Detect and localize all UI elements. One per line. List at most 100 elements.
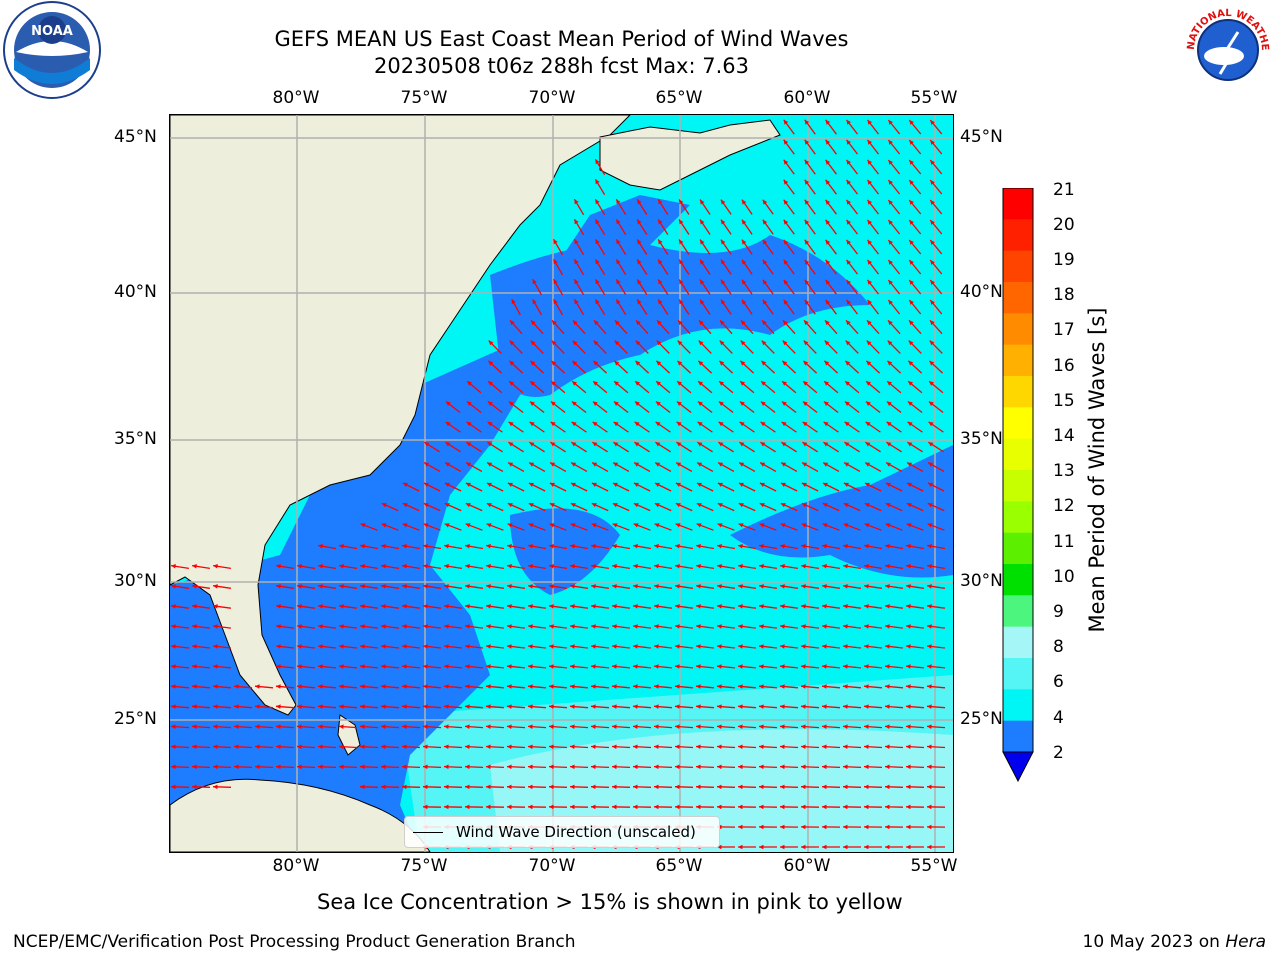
wind-wave-arrowhead <box>864 564 869 569</box>
wind-wave-arrowhead <box>633 804 638 810</box>
lat-label-right-25n: 25°N <box>960 709 1003 729</box>
legend-line-swatch <box>413 832 443 833</box>
wind-wave-arrowhead <box>823 462 829 467</box>
wind-wave-arrowhead <box>927 784 932 790</box>
wind-wave-arrowhead <box>507 564 512 569</box>
colorbar-segment <box>1003 532 1033 565</box>
wind-wave-arrowhead <box>486 564 491 569</box>
wind-wave-arrowhead <box>571 442 577 447</box>
wind-wave-arrowhead <box>633 604 638 609</box>
wind-wave-arrowhead <box>783 219 789 225</box>
wind-wave-arrowhead <box>549 764 554 770</box>
wind-wave-arrowhead <box>255 684 260 689</box>
wind-wave-arrowhead <box>780 584 785 589</box>
wind-wave-arrowhead <box>591 664 596 669</box>
wind-wave-arrowhead <box>697 442 703 447</box>
lon-label-bottom-60w: 60°W <box>783 856 831 876</box>
wind-wave-arrowhead <box>591 564 596 569</box>
wind-wave-arrowhead <box>802 401 808 406</box>
wind-wave-arrowhead <box>825 159 831 165</box>
wind-wave-arrowhead <box>444 584 449 589</box>
wind-wave-arrowhead <box>297 764 302 770</box>
wind-wave-arrowhead <box>402 764 407 770</box>
wind-wave-arrowhead <box>507 644 512 649</box>
wind-wave-arrowhead <box>571 401 577 406</box>
wind-wave-arrowhead <box>678 320 683 326</box>
wind-wave-arrowhead <box>740 340 746 346</box>
wind-wave-arrowhead <box>867 320 872 326</box>
wave-zone-2-4-mid <box>510 508 620 595</box>
wind-wave-arrowhead <box>614 381 619 386</box>
wind-wave-arrowhead <box>633 503 639 508</box>
colorbar-segment <box>1003 501 1033 534</box>
wind-wave-arrowhead <box>718 421 724 427</box>
colorbar-segment <box>1003 658 1033 690</box>
wind-wave-arrowhead <box>780 704 785 709</box>
wind-wave-arrowhead <box>276 604 281 609</box>
wind-wave-arrowhead <box>909 120 914 125</box>
wind-wave-arrowhead <box>675 684 680 689</box>
wind-wave-arrowhead <box>530 360 536 366</box>
wind-wave-arrowhead <box>192 604 197 609</box>
wind-wave-arrowhead <box>360 784 365 790</box>
wind-wave-arrowhead <box>255 744 260 749</box>
wind-wave-arrowhead <box>822 523 828 528</box>
wind-wave-arrowhead <box>865 401 871 406</box>
wind-wave-arrowhead <box>591 704 596 709</box>
wind-wave-arrowhead <box>740 360 746 366</box>
wind-wave-arrowhead <box>549 664 554 669</box>
wind-wave-arrowhead <box>591 482 597 487</box>
wind-wave-arrowhead <box>717 604 722 609</box>
wind-wave-arrowhead <box>591 584 596 589</box>
wind-wave-arrowhead <box>487 421 493 427</box>
wind-wave-arrowhead <box>529 442 535 447</box>
wind-wave-arrowhead <box>633 784 638 790</box>
wind-wave-arrowhead <box>633 684 638 689</box>
wind-wave-arrowhead <box>637 279 642 285</box>
wind-wave-arrowhead <box>549 544 554 549</box>
wind-wave-arrowhead <box>906 604 911 609</box>
wind-wave-arrowhead <box>486 744 491 749</box>
wind-wave-arrowhead <box>864 724 869 729</box>
lon-label-top-80w: 80°W <box>272 88 320 108</box>
wind-wave-arrowhead <box>844 401 850 406</box>
wind-wave-arrowhead <box>843 544 848 549</box>
wind-wave-arrowhead <box>759 584 764 589</box>
wind-wave-arrowhead <box>700 219 705 225</box>
wind-wave-arrowhead <box>465 564 470 569</box>
wind-wave-arrowhead <box>696 744 701 749</box>
wind-wave-arrowhead <box>465 624 470 629</box>
wind-wave-arrowhead <box>927 684 932 689</box>
wind-wave-arrowhead <box>549 784 554 790</box>
wind-wave-arrowhead <box>465 523 471 528</box>
wind-wave-arrowhead <box>658 279 663 285</box>
wind-wave-arrowhead <box>213 744 218 749</box>
wind-wave-arrowhead <box>655 442 661 447</box>
wind-wave-arrowhead <box>402 624 407 629</box>
colorbar-tick-21: 21 <box>1053 180 1075 200</box>
wind-wave-arrowhead <box>759 664 764 669</box>
wind-wave-arrowhead <box>612 604 617 609</box>
wind-wave-arrowhead <box>843 784 848 790</box>
wind-wave-arrowhead <box>885 584 890 589</box>
colorbar-under-triangle <box>1002 751 1034 783</box>
wind-wave-arrowhead <box>717 684 722 689</box>
wind-wave-arrowhead <box>822 564 827 569</box>
wind-wave-arrowhead <box>381 664 386 669</box>
wind-wave-arrowhead <box>676 421 682 427</box>
wind-wave-arrowhead <box>696 684 701 689</box>
wind-wave-arrowhead <box>696 664 701 669</box>
wind-wave-arrowhead <box>906 824 911 830</box>
wind-wave-arrowhead <box>864 804 869 810</box>
wind-wave-arrowhead <box>655 401 661 406</box>
wind-wave-arrowhead <box>656 360 662 366</box>
wind-wave-arrowhead <box>679 199 684 205</box>
wind-wave-arrowhead <box>759 704 764 709</box>
wind-wave-arrowhead <box>192 564 197 569</box>
wind-wave-arrowhead <box>801 584 806 589</box>
wind-wave-arrowhead <box>780 644 785 649</box>
wind-wave-arrowhead <box>423 584 428 589</box>
wind-wave-arrowhead <box>804 159 810 165</box>
wind-wave-arrowhead <box>595 199 600 205</box>
wind-wave-arrowhead <box>549 744 554 749</box>
